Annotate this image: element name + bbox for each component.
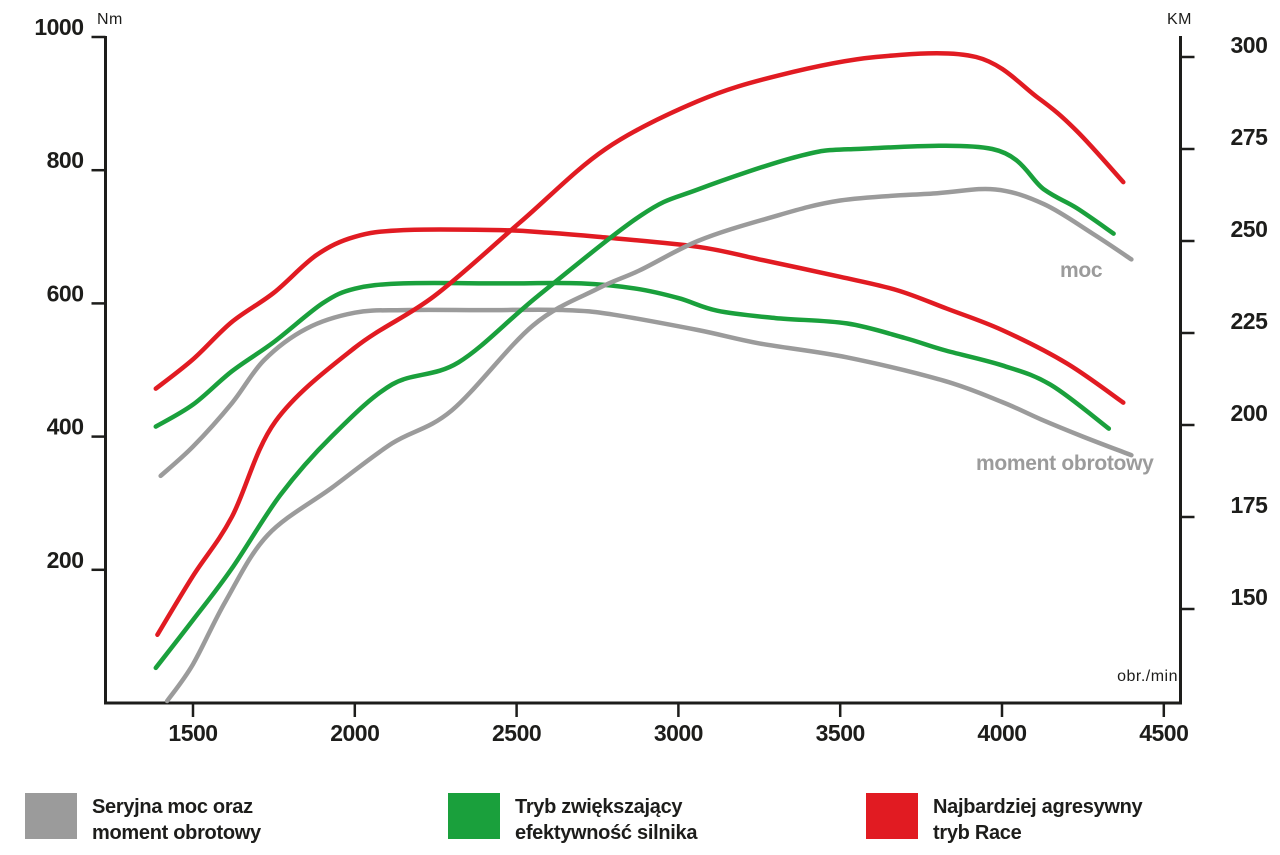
x-axis-unit-label: obr./min — [1117, 668, 1178, 685]
curve-stock-torque — [158, 307, 1134, 479]
y-left-tick-label: 1000 — [34, 14, 83, 40]
power-curve-label: moc — [1060, 259, 1103, 282]
legend-label-race: Najbardziej agresywny tryb Race — [933, 793, 1143, 846]
curve-eco-power — [153, 143, 1116, 671]
y-left-tick-label: 600 — [47, 280, 84, 306]
x-tick-label: 2000 — [330, 720, 379, 746]
torque-power-chart: 200 400 600 800 1000 150 175 200 225 250 275 300 150… — [34, 11, 1269, 746]
legend-swatch-race — [866, 793, 918, 839]
y-right-tick-label: 150 — [1231, 584, 1268, 610]
curve-eco-torque — [153, 280, 1112, 431]
legend-label-eco-line1: Tryb zwiększający — [515, 796, 683, 818]
legend-label-eco: Tryb zwiększający efektywność silnika — [515, 793, 697, 846]
x-tick-label: 2500 — [492, 720, 541, 746]
chart-legend: Seryjna moc oraz moment obrotowy Tryb zw… — [0, 788, 1280, 855]
curve-stock-power — [164, 186, 1134, 704]
legend-label-race-line2: tryb Race — [933, 822, 1022, 844]
chart-canvas: 200 400 600 800 1000 150 175 200 225 250 275 300 150… — [34, 14, 1269, 746]
y-right-tick-label: 225 — [1231, 308, 1269, 334]
curve-race-torque — [153, 227, 1126, 405]
x-tick-label: 1500 — [168, 720, 217, 746]
legend-label-stock: Seryjna moc oraz moment obrotowy — [92, 793, 261, 846]
legend-item-eco: Tryb zwiększający efektywność silnika — [448, 793, 697, 846]
y-right-tick-label: 250 — [1231, 216, 1268, 242]
legend-label-race-line1: Najbardziej agresywny — [933, 796, 1143, 818]
x-tick-label: 3500 — [816, 720, 865, 746]
x-tick-label: 4000 — [977, 720, 1026, 746]
y-left-unit-label: Nm — [97, 11, 123, 28]
y-right-tick-label: 300 — [1231, 32, 1268, 58]
y-left-tick-label: 200 — [47, 547, 84, 573]
legend-label-eco-line2: efektywność silnika — [515, 822, 698, 844]
legend-swatch-stock — [25, 793, 77, 839]
y-left-tick-label: 400 — [47, 414, 84, 440]
curve-race-power — [155, 50, 1126, 638]
torque-curve-label: moment obrotowy — [976, 452, 1154, 475]
x-tick-label: 3000 — [654, 720, 703, 746]
y-right-tick-label: 275 — [1231, 124, 1269, 150]
y-right-tick-label: 200 — [1231, 400, 1268, 426]
y-right-tick-label: 175 — [1231, 492, 1269, 518]
legend-swatch-eco — [448, 793, 500, 839]
legend-item-race: Najbardziej agresywny tryb Race — [866, 793, 1143, 846]
legend-label-stock-line2: moment obrotowy — [92, 822, 261, 844]
legend-label-stock-line1: Seryjna moc oraz — [92, 796, 253, 818]
legend-item-stock: Seryjna moc oraz moment obrotowy — [25, 793, 261, 846]
y-right-unit-label: KM — [1167, 11, 1192, 28]
x-tick-label: 4500 — [1139, 720, 1188, 746]
y-left-tick-label: 800 — [47, 147, 84, 173]
